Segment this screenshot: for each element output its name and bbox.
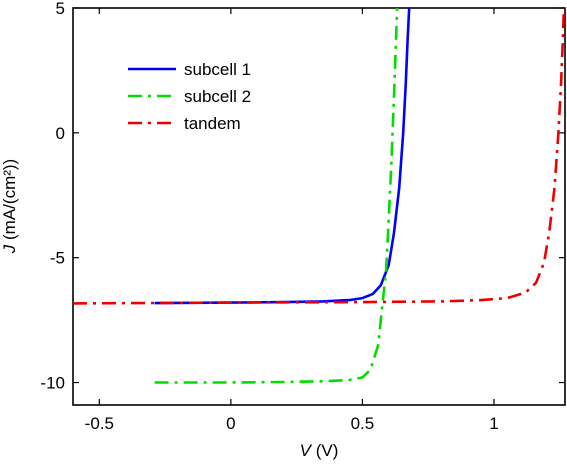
tick-labels: -0.5 0 0.5 1 -10 -5 0 5 [40,0,498,433]
x-tick-label: 0 [226,414,235,433]
y-axis-unit: (mA/(cm²)) [0,159,19,245]
x-tick-label: 0.5 [351,414,375,433]
x-axis-label: V (V) [300,441,339,460]
y-tick-label: -10 [40,374,65,393]
y-tick-label: -5 [50,249,65,268]
y-axis-var: J [0,244,19,254]
legend-label-1: subcell 1 [184,60,251,79]
x-axis-unit: (V) [311,441,338,460]
x-tick-label: -0.5 [85,414,114,433]
ticks [73,7,565,405]
x-tick-label: 1 [489,414,498,433]
series-line-3 [72,7,566,305]
y-axis-label: J (mA/(cm²)) [0,159,19,254]
series-lines [72,7,566,384]
legend-label-2: subcell 2 [184,87,251,106]
legend-label-3: tandem [184,114,241,133]
series-line-1 [154,7,411,305]
legend: subcell 1 subcell 2 tandem [128,60,251,133]
x-axis-var: V [300,441,313,460]
series-line-2 [154,7,399,384]
y-tick-label: 0 [56,124,65,143]
plot-frame [72,7,566,406]
y-tick-label: 5 [56,0,65,18]
